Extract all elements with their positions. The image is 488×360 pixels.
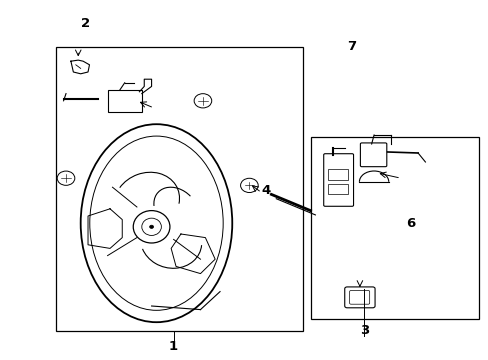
Ellipse shape [81, 124, 232, 322]
Text: 3: 3 [359, 324, 368, 337]
Bar [107, 90, 142, 112]
Ellipse shape [133, 211, 170, 243]
Text: 4: 4 [262, 184, 270, 197]
FancyBboxPatch shape [349, 291, 369, 304]
Ellipse shape [240, 178, 258, 193]
Ellipse shape [194, 94, 211, 108]
Text: 7: 7 [347, 40, 356, 53]
Text: 2: 2 [81, 17, 90, 30]
Ellipse shape [142, 218, 161, 235]
Ellipse shape [57, 171, 75, 185]
Bar [310, 137, 478, 319]
FancyBboxPatch shape [344, 287, 374, 308]
Bar [56, 47, 303, 331]
Ellipse shape [149, 225, 153, 229]
Text: 5: 5 [198, 96, 207, 109]
Text: 1: 1 [169, 340, 178, 353]
FancyBboxPatch shape [360, 143, 386, 167]
Bar [327, 169, 347, 180]
Text: 6: 6 [406, 217, 414, 230]
FancyBboxPatch shape [323, 154, 353, 206]
Bar [327, 184, 347, 194]
